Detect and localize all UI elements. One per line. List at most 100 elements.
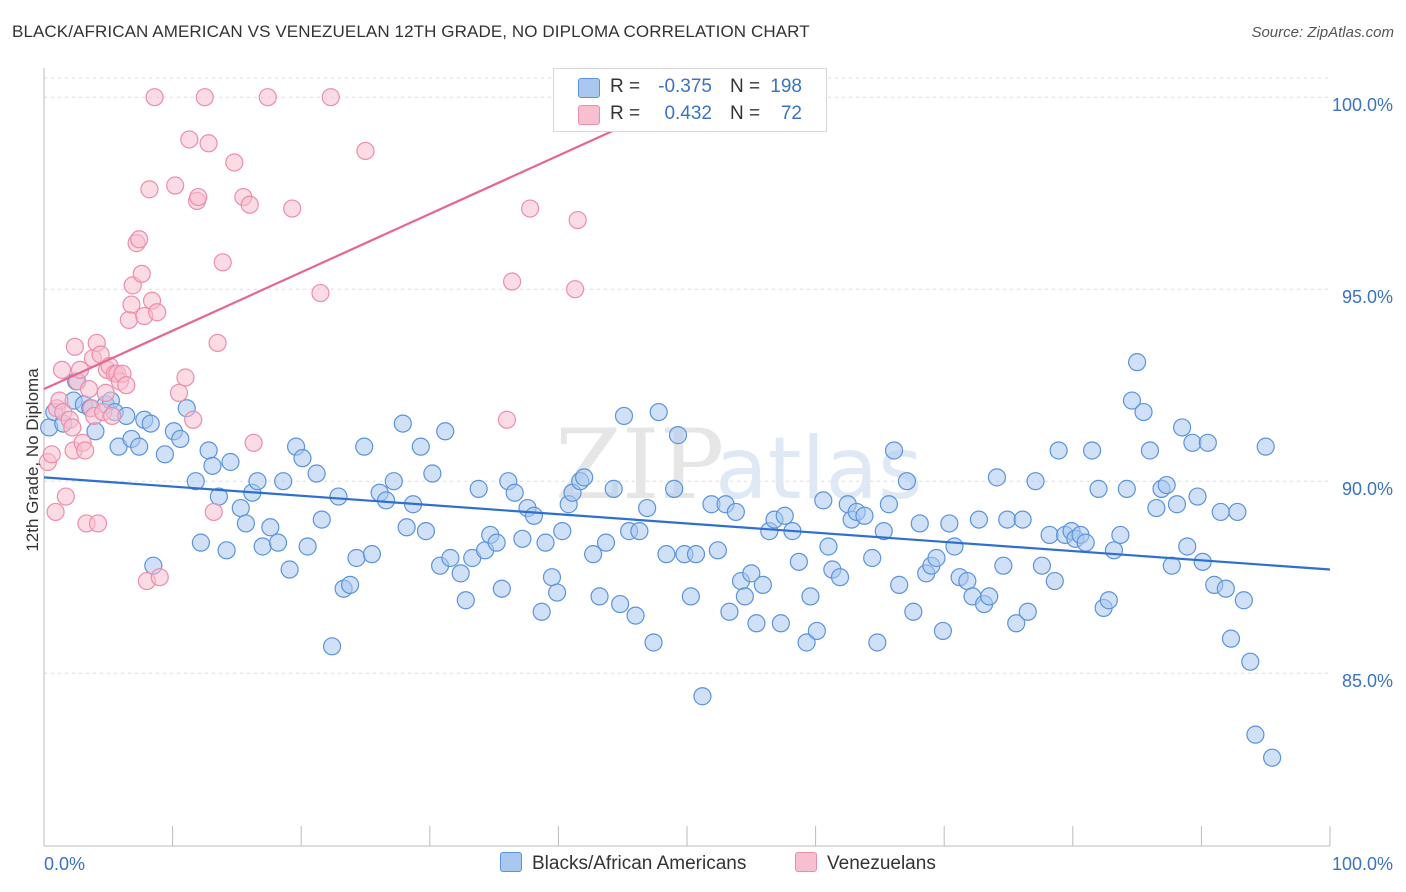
venezuelan-point (88, 514, 108, 533)
blacks-point (614, 406, 634, 426)
x-tick-label: 100.0% (1332, 854, 1393, 874)
blacks-point (933, 621, 953, 641)
blacks-trend-line (43, 476, 1331, 571)
blacks-point (141, 414, 160, 433)
blacks-point (347, 548, 366, 568)
venezuelan-point (79, 379, 99, 399)
blacks-point (1147, 498, 1166, 518)
blacks-point (747, 614, 766, 633)
blacks-point (1040, 525, 1059, 545)
blacks-point (441, 548, 460, 568)
blacks-point (492, 579, 511, 598)
blacks-point (814, 491, 833, 510)
blacks-point (771, 614, 790, 633)
blacks-point (221, 452, 240, 472)
blacks-point (897, 472, 917, 491)
source-credit: Source: ZipAtlas.com (1251, 24, 1394, 41)
blacks-point (268, 533, 288, 552)
blacks-point (1089, 479, 1108, 498)
blacks-point (789, 552, 808, 571)
blacks-point (362, 545, 382, 564)
venezuelan-point (42, 445, 61, 464)
venezuelan-point (283, 199, 302, 218)
blacks-point (1076, 533, 1095, 552)
blacks-point (548, 583, 567, 602)
blacks-point (626, 606, 645, 625)
blacks-point (958, 571, 977, 591)
series-legend-blacks: Blacks/African Americans (500, 852, 746, 875)
venezuelan-point (180, 130, 199, 149)
blacks-point (1246, 725, 1265, 744)
venezuelan-point (119, 310, 138, 330)
blacks-point (340, 575, 360, 594)
blacks-point (830, 568, 850, 587)
blacks-point (1234, 591, 1253, 610)
venezuelan-point (497, 410, 517, 429)
blacks-point (665, 479, 684, 498)
blacks-point (1167, 495, 1187, 514)
legend-swatch-blue (578, 78, 600, 98)
y-tick-label: 90.0% (1342, 479, 1393, 499)
blacks-point (1228, 502, 1247, 522)
blacks-point (1104, 541, 1124, 560)
legend-r-label: R = (610, 103, 641, 124)
blacks-point (638, 498, 657, 518)
blacks-point (1173, 418, 1192, 437)
blacks-point (1032, 556, 1052, 575)
blacks-point (910, 514, 929, 533)
watermark-zip: ZIP (555, 409, 724, 521)
blacks-point (532, 602, 551, 621)
blacks-point (1221, 629, 1241, 648)
blacks-point (1122, 391, 1142, 410)
blacks-point (1111, 525, 1130, 545)
blacks-point (668, 426, 688, 445)
blacks-point (884, 441, 904, 460)
legend-swatch-pink (578, 105, 600, 125)
blacks-point (130, 437, 149, 456)
venezuelan-point (46, 502, 65, 522)
blacks-point (644, 633, 663, 652)
blacks-point (720, 602, 739, 621)
venezuelan-point (145, 88, 164, 107)
grid-lines (44, 77, 1330, 674)
legend-row-venezuelans: R = 0.432 N = 72 (554, 101, 826, 129)
blacks-point (155, 445, 174, 464)
blacks-point (742, 564, 761, 583)
venezuelan-point (258, 88, 277, 107)
venezuelan-point (566, 280, 585, 299)
venezuelan-point (169, 383, 189, 402)
blacks-point (524, 506, 544, 525)
chart-title: BLACK/AFRICAN AMERICAN VS VENEZUELAN 12T… (12, 22, 810, 41)
blacks-point (927, 548, 946, 568)
legend-row-blacks: R = -0.375 N = 198 (554, 74, 826, 102)
venezuelan-point (356, 141, 375, 161)
blacks-point (1082, 441, 1102, 460)
legend-r-value: -0.375 (658, 76, 712, 97)
venezuelan-point (503, 272, 522, 291)
legend-r-label: R = (610, 76, 641, 97)
legend-r-value: 0.432 (664, 103, 712, 124)
venezuelan-point (208, 333, 227, 353)
blacks-point (1140, 441, 1160, 460)
blacks-point (1026, 472, 1045, 491)
series-swatch-pink (795, 852, 817, 872)
legend-n-value: 198 (770, 76, 802, 97)
venezuelan-point (150, 568, 169, 587)
blacks-point (397, 518, 416, 537)
blacks-point (879, 495, 899, 514)
blacks-point (217, 541, 236, 560)
blacks-point (708, 541, 727, 560)
blacks-point (1007, 614, 1026, 633)
blacks-point (553, 522, 572, 541)
blacks-point (513, 529, 532, 548)
blacks-point (542, 568, 562, 587)
blacks-point (904, 602, 923, 621)
blacks-point (329, 487, 348, 506)
blacks-point (236, 514, 256, 533)
blacks-point (611, 594, 630, 614)
blacks-point (874, 522, 893, 541)
venezuelan-point (76, 441, 95, 460)
venezuelan-point (56, 487, 75, 506)
blacks-point (584, 545, 603, 564)
blacks-point (1127, 353, 1147, 372)
